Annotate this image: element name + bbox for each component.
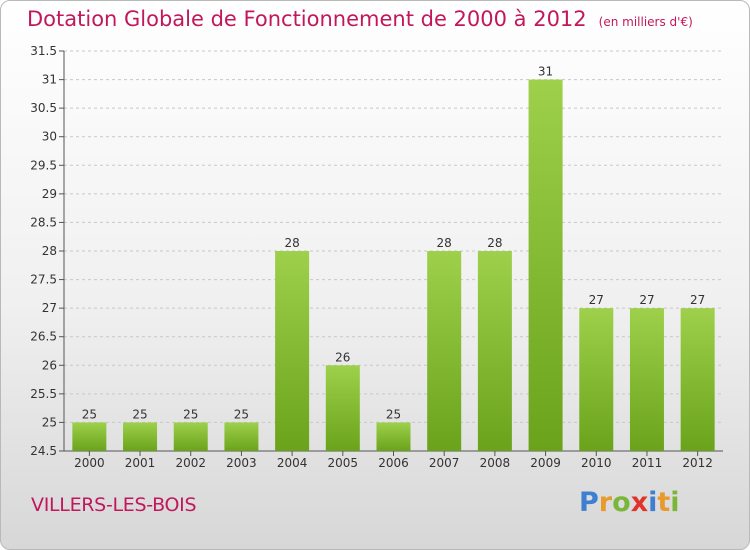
data-label: 25 xyxy=(82,407,97,421)
x-tick-label: 2001 xyxy=(125,456,156,470)
data-label: 27 xyxy=(690,293,705,307)
data-label: 28 xyxy=(487,236,502,250)
y-tick-label: 27.5 xyxy=(30,273,57,287)
y-tick-label: 26 xyxy=(42,358,57,372)
y-tick-label: 27 xyxy=(42,301,57,315)
data-label: 28 xyxy=(284,236,299,250)
y-tick-label: 24.5 xyxy=(30,444,57,458)
x-tick-label: 2008 xyxy=(480,456,511,470)
y-tick-label: 30.5 xyxy=(30,101,57,115)
logo-letter: o xyxy=(612,487,631,518)
bar xyxy=(275,251,310,451)
logo-letter: i xyxy=(648,487,658,518)
x-tick-label: 2011 xyxy=(632,456,663,470)
y-tick-label: 29 xyxy=(42,187,57,201)
y-tick-label: 28.5 xyxy=(30,215,57,229)
bar xyxy=(629,308,664,451)
chart-title: Dotation Globale de Fonctionnement de 20… xyxy=(27,7,693,31)
y-tick-label: 31.5 xyxy=(30,44,57,58)
bar xyxy=(325,365,360,451)
bar xyxy=(680,308,715,451)
bar xyxy=(528,79,563,452)
logo-letter: i xyxy=(670,487,680,518)
x-tick-label: 2010 xyxy=(581,456,612,470)
y-tick-label: 31 xyxy=(42,73,57,87)
y-tick-label: 30 xyxy=(42,130,57,144)
y-tick-label: 26.5 xyxy=(30,330,57,344)
x-tick-label: 2004 xyxy=(277,456,308,470)
bar xyxy=(579,308,614,451)
logo-letter: t xyxy=(657,487,671,518)
x-tick-label: 2009 xyxy=(530,456,561,470)
data-label: 27 xyxy=(589,293,604,307)
y-tick-label: 25.5 xyxy=(30,387,57,401)
place-name: VILLERS-LES-BOIS xyxy=(31,494,197,516)
data-label: 26 xyxy=(335,350,350,364)
x-tick-label: 2005 xyxy=(328,456,359,470)
bar xyxy=(427,251,462,451)
data-label: 31 xyxy=(538,65,553,79)
bar xyxy=(173,422,208,451)
x-tick-label: 2006 xyxy=(378,456,409,470)
x-tick-label: 2000 xyxy=(74,456,105,470)
x-tick-label: 2003 xyxy=(226,456,257,470)
y-tick-label: 29.5 xyxy=(30,158,57,172)
bar xyxy=(376,422,411,451)
data-label: 25 xyxy=(234,407,249,421)
data-label: 28 xyxy=(437,236,452,250)
y-tick-label: 28 xyxy=(42,244,57,258)
data-label: 25 xyxy=(183,407,198,421)
proxiti-logo: Proxiti xyxy=(579,487,680,518)
bar xyxy=(477,251,512,451)
logo-letter: P xyxy=(579,487,599,518)
x-tick-label: 2007 xyxy=(429,456,460,470)
bar xyxy=(224,422,259,451)
x-tick-label: 2002 xyxy=(175,456,206,470)
chart-title-text: Dotation Globale de Fonctionnement de 20… xyxy=(27,7,587,31)
data-label: 25 xyxy=(132,407,147,421)
data-label: 25 xyxy=(386,407,401,421)
chart-unit: (en milliers d'€) xyxy=(598,15,693,29)
bar xyxy=(123,422,158,451)
data-label: 27 xyxy=(639,293,654,307)
logo-letter: x xyxy=(630,487,649,518)
logo-letter: r xyxy=(598,487,613,518)
bar xyxy=(72,422,107,451)
y-tick-label: 25 xyxy=(42,415,57,429)
x-tick-label: 2012 xyxy=(682,456,713,470)
